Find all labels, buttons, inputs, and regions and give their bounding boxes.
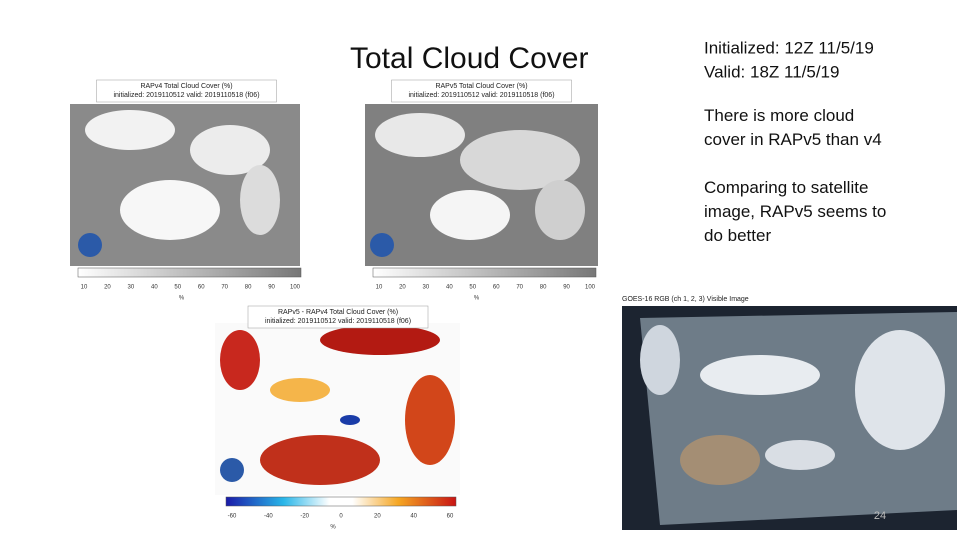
map-rapv4 — [70, 104, 300, 266]
panel-header — [96, 79, 277, 103]
panel-title: RAPv4 Total Cloud Cover (%) — [140, 83, 232, 90]
colorbar-tick-label: -40 — [264, 514, 273, 520]
colorbar-tick-label: 20 — [399, 285, 406, 291]
colorbar-tick-label: 60 — [198, 285, 205, 291]
panel-subtitle: initialized: 2019110512 valid: 201911051… — [408, 92, 554, 99]
colorbar-tick-label: 30 — [423, 285, 430, 291]
panel-subtitle: initialized: 2019110512 valid: 201911051… — [113, 92, 259, 99]
colorbar-tick-label: -20 — [300, 514, 309, 520]
colorbar-tick-label: 20 — [374, 514, 381, 520]
colorbar-tick-label: 90 — [563, 285, 570, 291]
colorbar — [77, 267, 302, 278]
colorbar-tick-label: -60 — [228, 514, 237, 520]
colorbar-tick-label: 30 — [128, 285, 135, 291]
colorbar-tick-label: 100 — [290, 285, 301, 291]
colorbar-tick-label: 90 — [268, 285, 275, 291]
page-number: 24 — [874, 510, 886, 522]
satellite-title: GOES-16 RGB (ch 1, 2, 3) Visible Image — [622, 296, 749, 303]
colorbar-tick-label: 10 — [81, 285, 88, 291]
colorbar-tick-label: 100 — [585, 285, 596, 291]
colorbar-unit: % — [474, 296, 480, 302]
colorbar-tick-label: 80 — [540, 285, 547, 291]
colorbar-tick-label: 80 — [245, 285, 252, 291]
colorbar-tick-label: 0 — [339, 514, 343, 520]
slide-title: Total Cloud Cover — [350, 42, 588, 75]
colorbar-tick-label: 50 — [174, 285, 181, 291]
info-line: Initialized: 12Z 11/5/19 — [704, 38, 874, 57]
colorbar-tick-label: 60 — [493, 285, 500, 291]
colorbar-tick-label: 10 — [376, 285, 383, 291]
colorbar-unit: % — [330, 525, 336, 531]
colorbar-tick-label: 40 — [446, 285, 453, 291]
map-difference — [215, 323, 460, 495]
colorbar-tick-label: 20 — [104, 285, 111, 291]
panel-title: RAPv5 - RAPv4 Total Cloud Cover (%) — [278, 309, 398, 316]
note: Comparing to satellite image, RAPv5 seems… — [704, 178, 886, 245]
colorbar-tick-label: 40 — [151, 285, 158, 291]
panel-header — [247, 305, 429, 329]
colorbar-tick-label: 70 — [221, 285, 228, 291]
colorbar-tick-label: 60 — [447, 514, 454, 520]
colorbar — [225, 496, 457, 507]
panel-subtitle: initialized: 2019110512 valid: 201911051… — [265, 318, 411, 325]
map-rapv5 — [365, 104, 598, 266]
panel-header — [391, 79, 572, 103]
panel-title: RAPv5 Total Cloud Cover (%) — [435, 83, 527, 90]
note: There is more cloud cover in RAPv5 than v… — [704, 106, 882, 149]
colorbar-unit: % — [179, 296, 185, 302]
satellite-image — [622, 306, 957, 530]
colorbar-tick-label: 50 — [469, 285, 476, 291]
info-line: Valid: 18Z 11/5/19 — [704, 62, 839, 81]
colorbar — [372, 267, 597, 278]
colorbar-tick-label: 40 — [410, 514, 417, 520]
colorbar-tick-label: 70 — [516, 285, 523, 291]
